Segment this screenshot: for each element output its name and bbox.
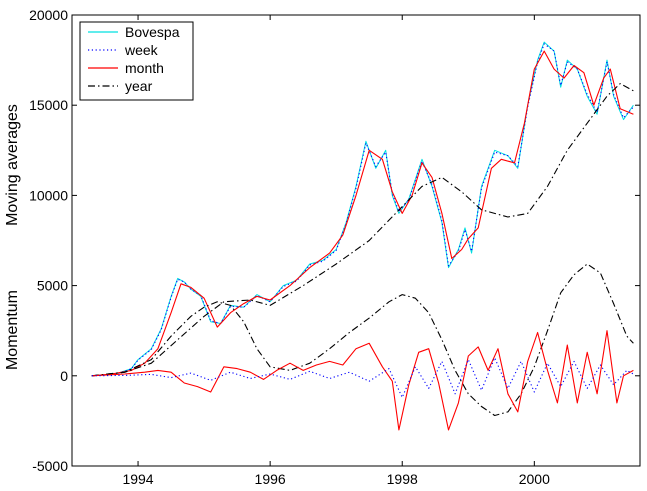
series-layer [91, 41, 634, 431]
series-year [91, 83, 634, 377]
axes-frame [71, 14, 641, 467]
y-tick-label: 20000 [29, 7, 68, 23]
y-tick-label: 5000 [37, 278, 68, 294]
y-tick-label: 15000 [29, 97, 68, 113]
x-tick-label: 1998 [387, 471, 418, 487]
legend-box [79, 21, 194, 101]
tick-labels: 1994 1996 1998 2000 -5000 0 5000 10000 15000 2000… [29, 7, 550, 487]
series-month-momentum [91, 330, 634, 431]
series-month [91, 50, 634, 377]
series-bovespa [91, 41, 634, 377]
series-year-momentum [91, 263, 634, 417]
axis-labels: Moving averages Momentum [4, 104, 21, 370]
legend-label-bovespa: Bovespa [125, 24, 180, 40]
y-tick-label: 0 [60, 368, 68, 384]
x-tick-label: 2000 [519, 471, 550, 487]
y-tick-label: 10000 [29, 187, 68, 203]
y-tick-label: -5000 [32, 458, 68, 474]
y-axis-label-moving-averages: Moving averages [4, 104, 21, 226]
x-tick-label: 1994 [122, 471, 153, 487]
legend-label-year: year [125, 78, 153, 94]
legend-label-week: week [124, 42, 159, 58]
legend: Bovespa week month year [79, 21, 194, 101]
x-tick-label: 1996 [255, 471, 286, 487]
legend-label-month: month [125, 60, 164, 76]
axes [71, 14, 641, 467]
y-axis-label-momentum: Momentum [4, 290, 21, 370]
